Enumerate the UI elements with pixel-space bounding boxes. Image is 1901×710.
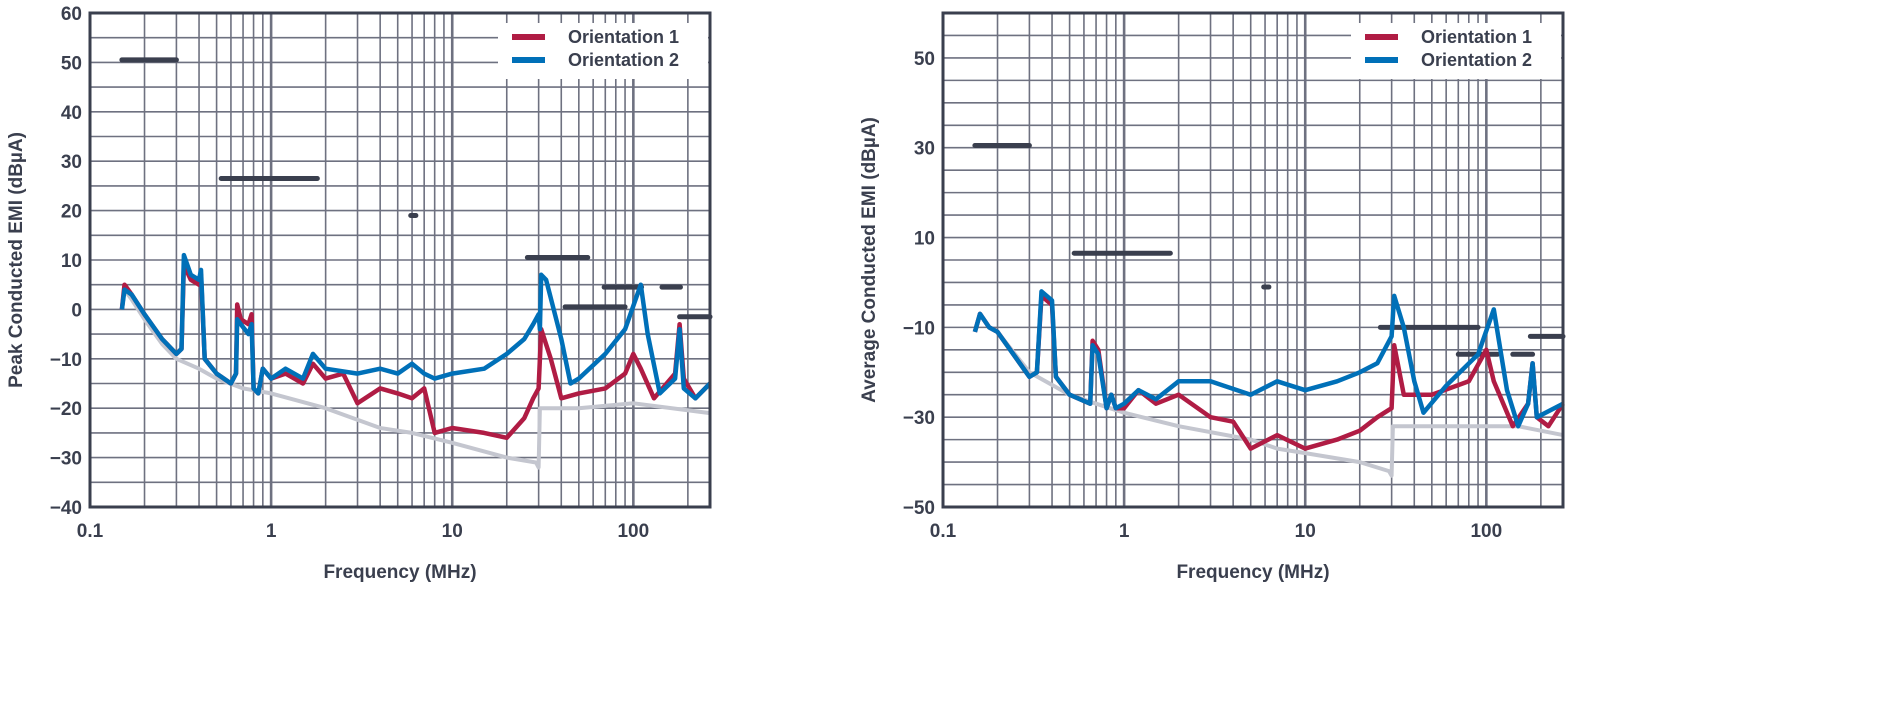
legend: Orientation 1 Orientation 2 [498,23,708,79]
y-tick-label: −20 [50,399,82,420]
y-tick-label: 10 [914,229,935,250]
plot-frame [941,11,1565,509]
y-tick-label: −50 [903,498,935,519]
x-tick-label: 0.1 [930,521,957,542]
orientation-1-series [972,293,1565,451]
orientation-2-series [972,289,1565,429]
x-axis-label: Frequency (MHz) [323,562,476,583]
baseline-series [119,287,711,470]
x-axis-label: Frequency (MHz) [1176,562,1329,583]
legend: Orientation 1 Orientation 2 [1351,23,1561,79]
orientation-2-series [119,252,712,401]
x-tick-label: 1 [1119,521,1130,542]
y-tick-label: 60 [61,4,82,25]
y-tick-label: 20 [61,202,82,223]
y-tick-label: −30 [50,449,82,470]
plot-frame [88,11,712,509]
average-emi-chart: Frequency (MHz) Average Conducted EMI (d… [859,11,1566,583]
x-tick-label: 100 [1470,521,1502,542]
y-axis-label: Peak Conducted EMI (dBµA) [6,132,27,388]
peak-emi-chart: Frequency (MHz) Peak Conducted EMI (dBµA… [6,4,713,583]
orientation-1-series [119,262,712,441]
x-tick-label: 10 [1295,521,1316,542]
y-tick-label: 50 [61,53,82,74]
x-tick-label: 100 [617,521,649,542]
y-tick-label: 30 [914,139,935,160]
legend-label: Orientation 1 [568,27,679,47]
y-tick-label: 50 [914,49,935,70]
legend-label: Orientation 1 [1421,27,1532,47]
y-tick-label: −10 [50,350,82,371]
legend-label: Orientation 2 [568,50,679,70]
x-tick-label: 1 [266,521,277,542]
y-tick-label: −10 [903,318,935,339]
y-axis-label: Average Conducted EMI (dBµA) [859,117,880,403]
y-tick-label: −30 [903,408,935,429]
x-tick-label: 0.1 [77,521,104,542]
grid [943,13,1563,507]
y-tick-label: 0 [71,300,82,321]
legend-label: Orientation 2 [1421,50,1532,70]
y-tick-label: −40 [50,498,82,519]
y-tick-label: 40 [61,103,82,124]
y-tick-label: 10 [61,251,82,272]
legend-background [498,23,708,79]
legend-background [1351,23,1561,79]
y-tick-label: 30 [61,152,82,173]
x-tick-label: 10 [442,521,463,542]
